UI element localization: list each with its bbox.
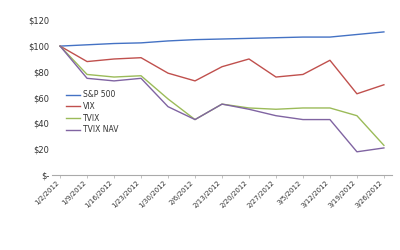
S&P 500 bbox=[382, 30, 386, 34]
TVIX NAV bbox=[274, 114, 278, 117]
VIX bbox=[274, 76, 278, 78]
VIX bbox=[166, 72, 170, 75]
TVIX NAV bbox=[382, 146, 386, 150]
S&P 500 bbox=[193, 38, 198, 41]
TVIX NAV bbox=[328, 118, 332, 121]
Line: VIX: VIX bbox=[60, 46, 384, 94]
TVIX NAV bbox=[166, 105, 170, 108]
TVIX NAV bbox=[112, 80, 116, 82]
S&P 500 bbox=[166, 40, 170, 42]
S&P 500 bbox=[300, 36, 305, 38]
S&P 500 bbox=[58, 44, 62, 48]
Line: S&P 500: S&P 500 bbox=[60, 32, 384, 46]
TVIX NAV bbox=[193, 118, 198, 121]
VIX bbox=[85, 60, 90, 63]
VIX bbox=[354, 92, 359, 95]
TVIX NAV bbox=[85, 77, 90, 80]
TVIX bbox=[300, 106, 305, 110]
TVIX bbox=[354, 114, 359, 117]
TVIX bbox=[328, 106, 332, 110]
TVIX bbox=[139, 74, 144, 77]
S&P 500 bbox=[139, 41, 144, 44]
TVIX bbox=[382, 144, 386, 147]
VIX bbox=[139, 56, 144, 59]
TVIX bbox=[193, 118, 198, 121]
VIX bbox=[246, 58, 251, 60]
Line: TVIX: TVIX bbox=[60, 46, 384, 145]
S&P 500 bbox=[85, 43, 90, 46]
VIX bbox=[300, 73, 305, 76]
TVIX bbox=[85, 73, 90, 76]
S&P 500 bbox=[246, 37, 251, 40]
TVIX bbox=[246, 106, 251, 110]
TVIX bbox=[274, 108, 278, 111]
S&P 500 bbox=[328, 36, 332, 38]
VIX bbox=[220, 65, 224, 68]
VIX bbox=[58, 44, 62, 48]
VIX bbox=[382, 83, 386, 86]
TVIX NAV bbox=[246, 108, 251, 111]
S&P 500 bbox=[274, 36, 278, 39]
TVIX bbox=[112, 76, 116, 78]
VIX bbox=[328, 59, 332, 62]
Legend: S&P 500, VIX, TVIX, TVIX NAV: S&P 500, VIX, TVIX, TVIX NAV bbox=[66, 90, 118, 134]
TVIX bbox=[166, 98, 170, 100]
TVIX NAV bbox=[139, 77, 144, 80]
TVIX NAV bbox=[300, 118, 305, 121]
TVIX bbox=[58, 44, 62, 48]
S&P 500 bbox=[354, 33, 359, 36]
TVIX NAV bbox=[354, 150, 359, 153]
VIX bbox=[112, 58, 116, 60]
S&P 500 bbox=[220, 38, 224, 40]
Line: TVIX NAV: TVIX NAV bbox=[60, 46, 384, 152]
TVIX bbox=[220, 102, 224, 106]
S&P 500 bbox=[112, 42, 116, 45]
VIX bbox=[193, 80, 198, 82]
TVIX NAV bbox=[58, 44, 62, 48]
TVIX NAV bbox=[220, 102, 224, 106]
